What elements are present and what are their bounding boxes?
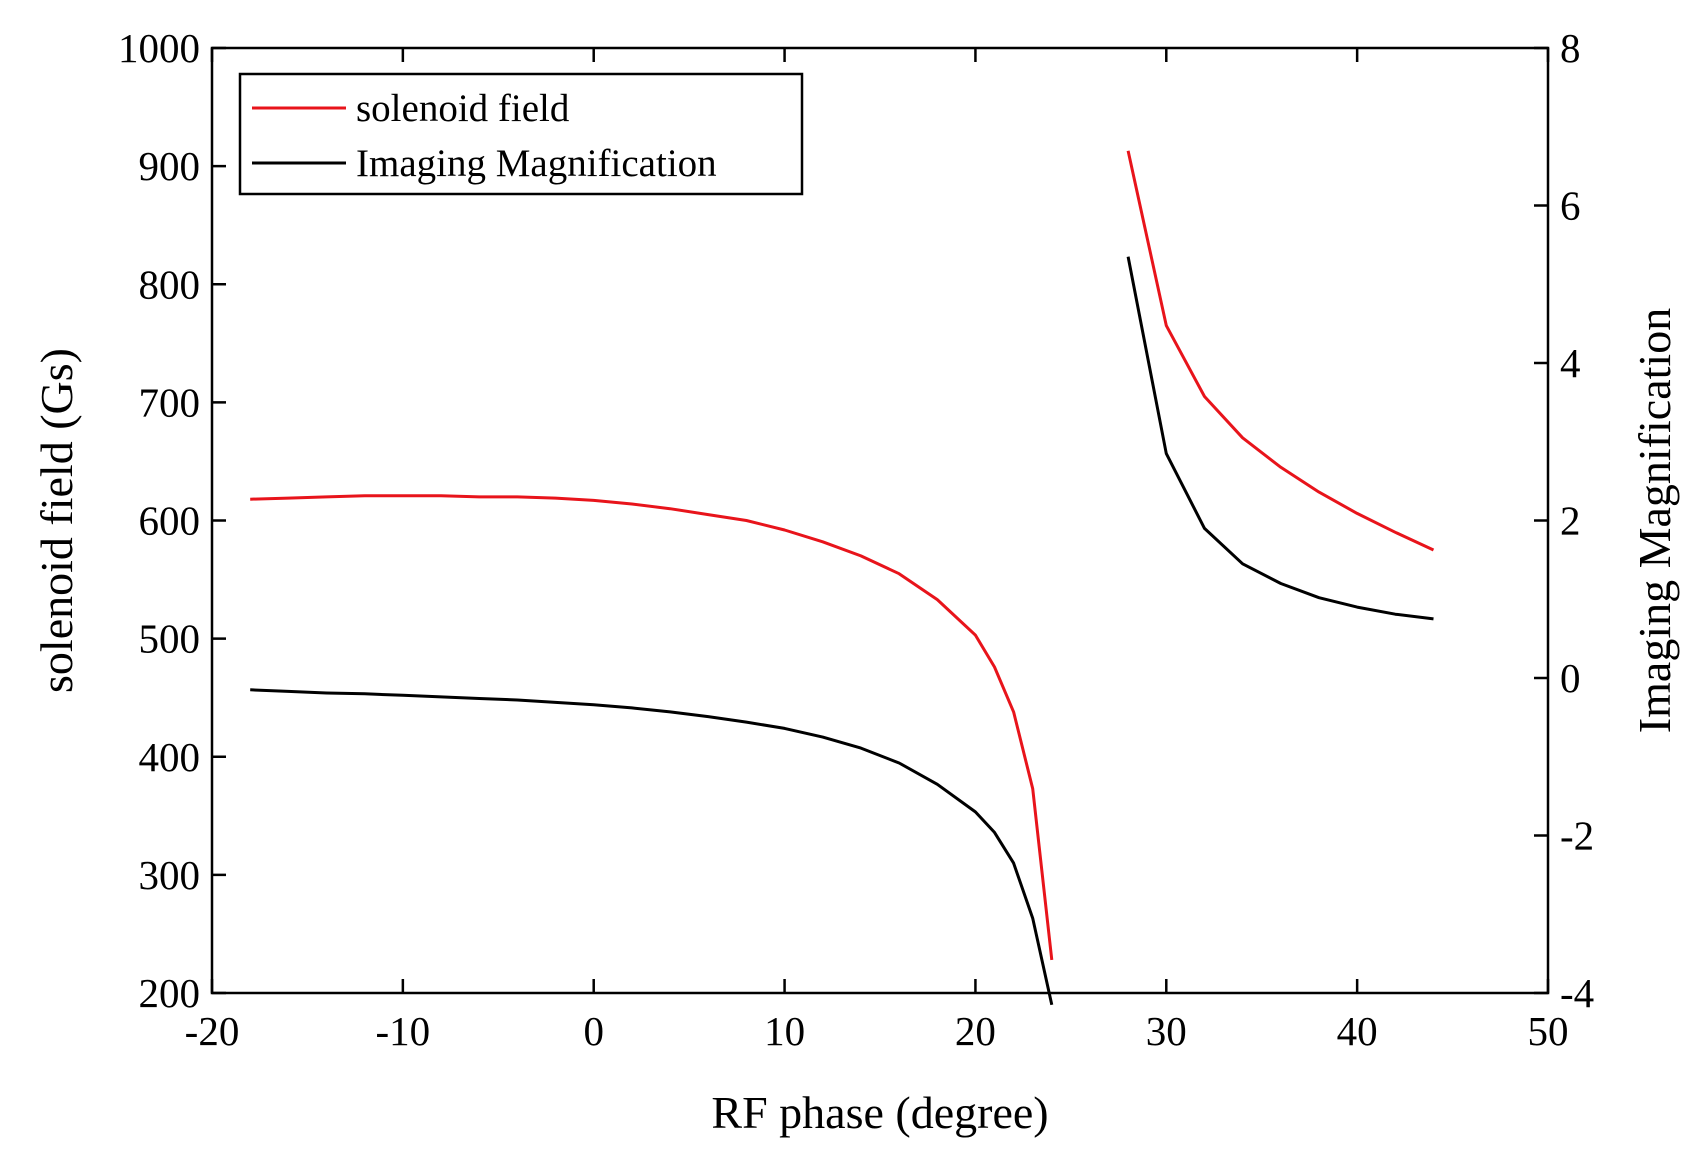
- y2-tick-label: 2: [1560, 498, 1581, 544]
- x-tick-label: -10: [376, 1008, 431, 1054]
- y2-tick-label: -4: [1560, 970, 1594, 1016]
- legend-box: [238, 72, 804, 196]
- y2-tick-label: 4: [1560, 340, 1581, 386]
- y-axis-left-label: solenoid field (Gs): [31, 348, 82, 693]
- x-tick-label: 50: [1528, 1008, 1569, 1054]
- series-line-solenoid-field-segment-2: [1126, 150, 1435, 552]
- legend-entry-imaging-magnification: Imaging Magnification: [356, 142, 717, 185]
- y-tick-label: 400: [139, 734, 201, 780]
- x-axis-label: RF phase (degree): [711, 1087, 1048, 1138]
- y-axis-left-ticks: 200 300 400 500 600 700 800 900 1000: [118, 25, 226, 1016]
- series-layer: [250, 150, 1435, 1006]
- x-tick-label: 30: [1146, 1008, 1187, 1054]
- x-tick-label: 0: [583, 1008, 604, 1054]
- x-tick-label: 40: [1337, 1008, 1378, 1054]
- y-tick-label: 500: [139, 616, 201, 662]
- legend-entry-solenoid-field: solenoid field: [356, 87, 570, 130]
- y-axis-right-ticks: -4 -2 0 2 4 6 8: [1534, 25, 1594, 1016]
- x-tick-label: -20: [185, 1008, 240, 1054]
- x-tick-label: 20: [955, 1008, 996, 1054]
- y-tick-label: 1000: [118, 25, 200, 71]
- y2-tick-label: -2: [1560, 813, 1594, 859]
- y-tick-label: 300: [139, 852, 201, 898]
- y-tick-label: 800: [139, 261, 201, 307]
- y-tick-label: 200: [139, 970, 201, 1016]
- legend: solenoid field Imaging Magnification: [238, 72, 804, 196]
- x-axis-ticks: -20 -10 0 10 20 30 40 50: [185, 48, 1569, 1054]
- y-axis-right-label: Imaging Magnification: [1629, 308, 1680, 733]
- y2-tick-label: 6: [1560, 183, 1581, 229]
- x-tick-label: 10: [764, 1008, 805, 1054]
- y2-tick-label: 0: [1560, 655, 1581, 701]
- series-line-imaging-magnification-segment-2: [1126, 256, 1434, 621]
- y2-tick-label: 8: [1560, 25, 1581, 71]
- series-line-imaging-magnification-segment-1: [250, 688, 1054, 1006]
- y-tick-label: 600: [139, 498, 201, 544]
- y-tick-label: 900: [139, 143, 201, 189]
- y-tick-label: 700: [139, 379, 201, 425]
- series-line-solenoid-field-segment-1: [250, 494, 1054, 961]
